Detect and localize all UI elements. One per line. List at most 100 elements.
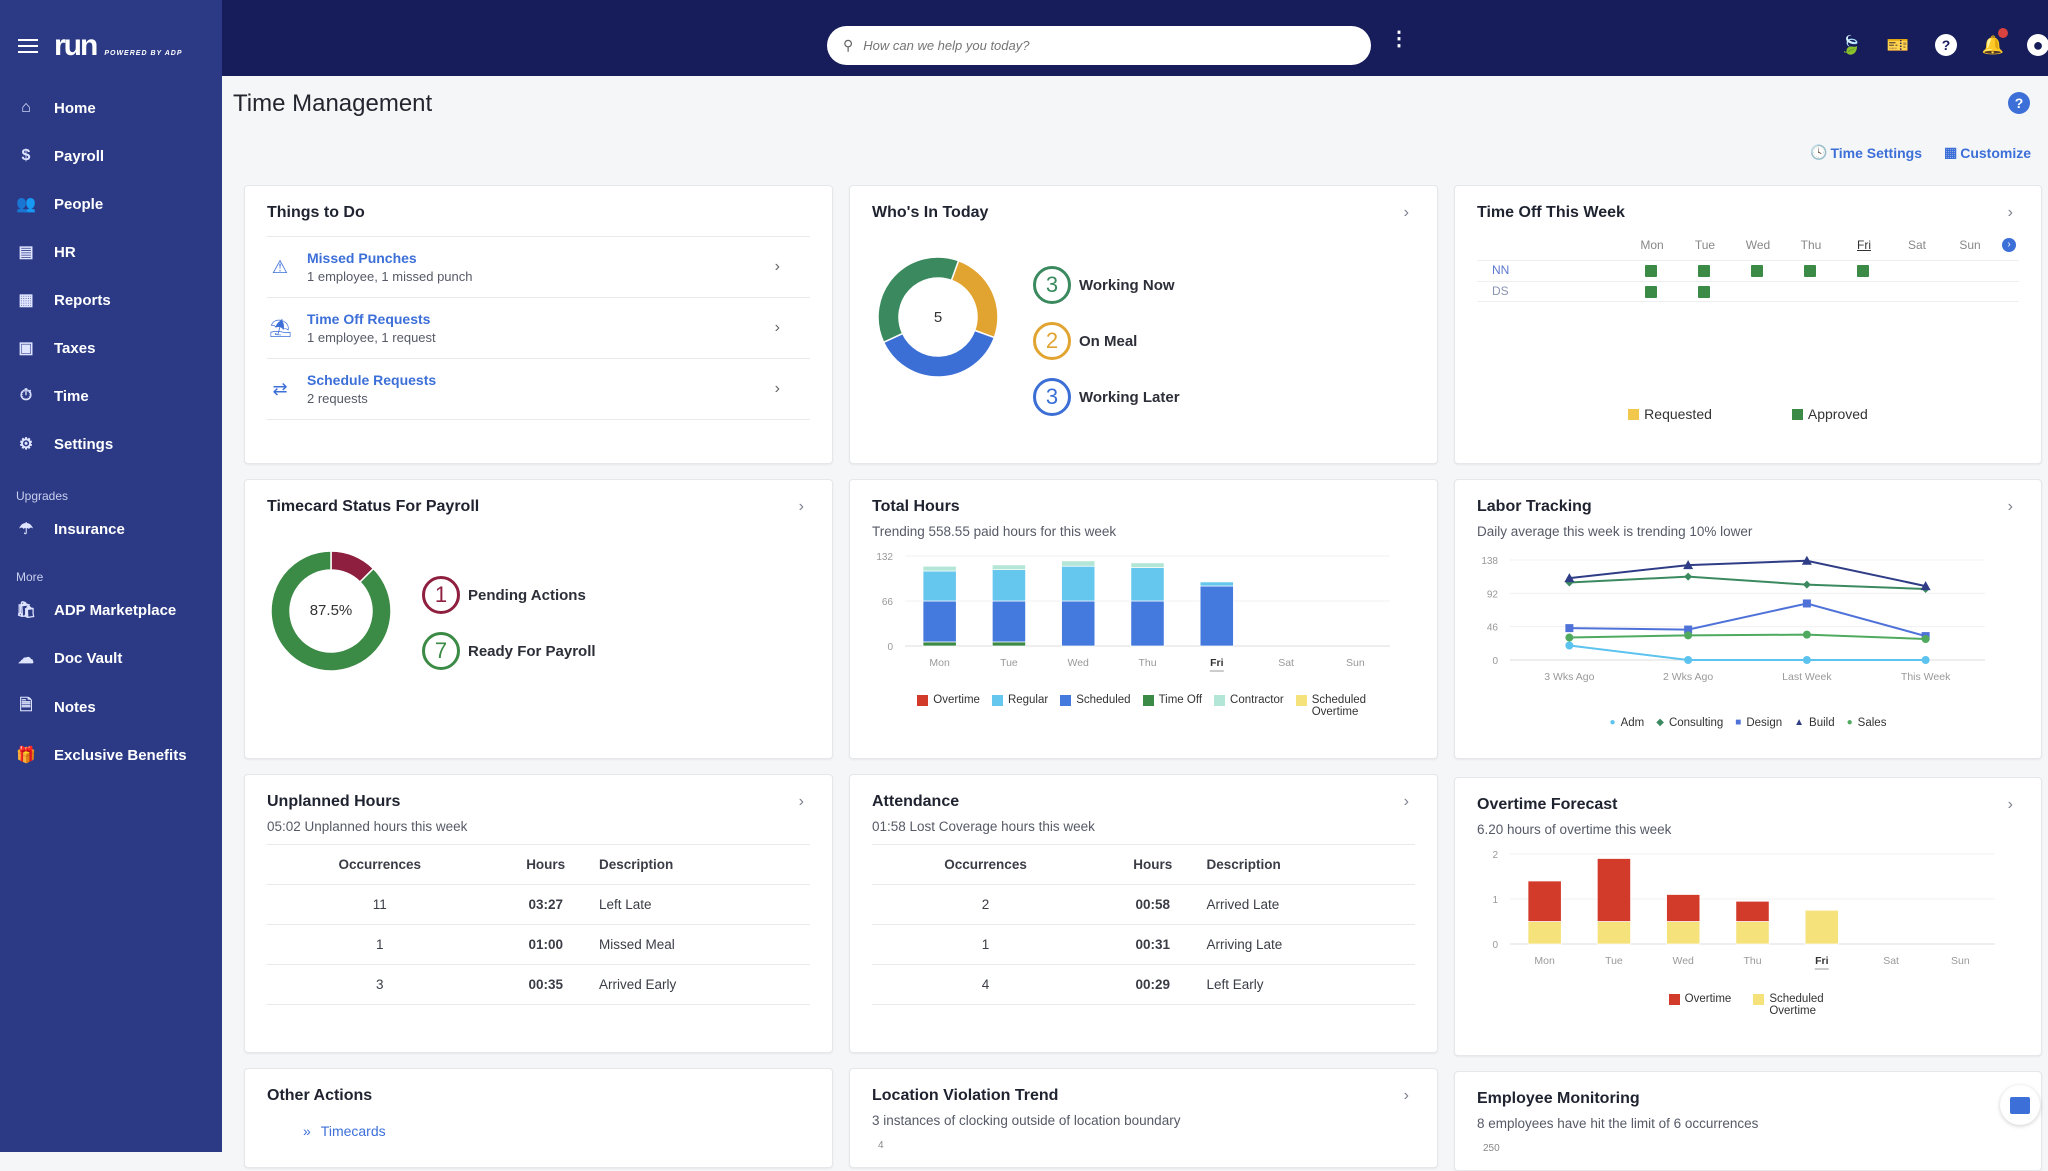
working-later-segment [882, 329, 996, 378]
card-title: Total Hours [872, 498, 960, 515]
legend-item: ◆ Consulting [1656, 717, 1723, 729]
settings-icon: ⚙ [18, 436, 34, 453]
whos-in-stat: 3 Working Now [1033, 266, 1175, 304]
chat-button[interactable] [2000, 1085, 2040, 1125]
legend-marker-square: ■ [1735, 717, 1742, 728]
bar-contractor [991, 564, 1026, 570]
hours-cell: 00:58 [1099, 884, 1207, 925]
page-help-icon[interactable]: ? [2008, 92, 2030, 114]
run-logo[interactable]: run POWERED BY ADP [54, 29, 183, 63]
chevron-right-icon[interactable]: › [2007, 796, 2013, 813]
chevron-right-icon: › [774, 258, 780, 275]
sidebar-item-doc-vault[interactable]: ☁ Doc Vault [0, 638, 222, 678]
sidebar-item-home[interactable]: ⌂ Home [0, 88, 222, 128]
chevron-right-icon[interactable]: › [1403, 204, 1409, 221]
sidebar-item-taxes[interactable]: ▣ Taxes [0, 328, 222, 368]
swap-icon: ⇄ [272, 378, 288, 399]
day-header: Tue [1694, 238, 1716, 252]
sidebar-item-reports[interactable]: ▦ Reports [0, 280, 222, 320]
sidebar-item-label: Doc Vault [54, 649, 123, 667]
home-icon: ⌂ [21, 99, 31, 116]
approved-marker [1804, 265, 1816, 277]
reports-icon: ▦ [18, 292, 34, 309]
bar-overtime [1735, 900, 1770, 922]
legend-marker-circle: ● [1609, 717, 1616, 728]
help-icon[interactable]: ? [1935, 34, 1957, 56]
x-tick-label: Last Week [1782, 671, 1832, 683]
search-bar[interactable]: ⚲ [827, 26, 1371, 65]
y-tick-label: 0 [1492, 656, 1498, 667]
menu-icon[interactable] [18, 39, 38, 53]
description-cell: Missed Meal [598, 924, 810, 965]
more-options-icon[interactable]: ⋮ [1389, 28, 1409, 50]
sidebar-item-notes[interactable]: 🗎 Notes [0, 687, 222, 727]
legend-marker-diamond: ◆ [1656, 717, 1664, 728]
sidebar-item-hr[interactable]: ▤ HR [0, 232, 222, 272]
ticket-icon[interactable]: 🎫 [1886, 34, 1910, 55]
customize-link[interactable]: ▦ Customize [1944, 144, 2031, 161]
overtime-forecast-chart: 0 1 2 Mon Tue Wed Thu Fri Sat Sun [1492, 850, 1995, 970]
next-week-icon[interactable]: › [2002, 238, 2016, 252]
chevron-right-icon[interactable]: › [1403, 1087, 1409, 1104]
sidebar-item-people[interactable]: 👥 People [0, 184, 222, 224]
bar-time-off [991, 641, 1026, 647]
chevron-right-icon[interactable]: › [798, 793, 804, 810]
bar-overtime [1596, 858, 1631, 922]
chevron-right-icon[interactable]: › [798, 498, 804, 515]
card-title: Other Actions [267, 1087, 373, 1104]
occurrences-cell: 4 [872, 964, 1100, 1005]
table-header-row: Occurrences Hours Description [872, 844, 1415, 885]
card-title: Who's In Today [872, 204, 989, 221]
sidebar-item-label: HR [54, 243, 76, 261]
x-tick-label: 3 Wks Ago [1544, 671, 1594, 683]
time-settings-link[interactable]: 🕓 Time Settings [1810, 144, 1922, 161]
legend-swatch [1668, 994, 1680, 1005]
sidebar-item-insurance[interactable]: ☂ Insurance [0, 509, 222, 549]
chat-icon [2010, 1096, 2030, 1114]
timecard-stat: 7 Ready For Payroll [422, 632, 596, 670]
legend-marker-circle: ● [1846, 717, 1853, 728]
chevron-right-icon[interactable]: › [2007, 204, 2013, 221]
sidebar-item-payroll[interactable]: $ Payroll [0, 136, 222, 176]
bell-icon[interactable]: 🔔 [1982, 28, 2008, 56]
point-consulting [1684, 572, 1693, 581]
todo-item[interactable]: ⚠ Missed Punches 1 employee, 1 missed punc… [267, 237, 810, 298]
sidebar: run POWERED BY ADP ⌂ Home $ Payroll 👥 People ▤ H… [0, 0, 222, 1152]
bar-scheduled [1199, 585, 1234, 647]
todo-item[interactable]: ⛱ Time Off Requests 1 employee, 1 request › [267, 298, 810, 359]
location-violation-card: Location Violation Trend › 3 instances o… [849, 1068, 1438, 1168]
employee-initials: NN [1492, 263, 1510, 277]
description-cell: Arrived Early [598, 964, 810, 1005]
x-tick-label: Sat [1278, 657, 1294, 669]
chevron-right-icon[interactable]: › [2007, 498, 2013, 515]
sidebar-item-adp-marketplace[interactable]: 🛍 ADP Marketplace [0, 590, 222, 630]
y-tick-label: 132 [876, 552, 893, 563]
table-row: 4 00:29 Left Early [872, 964, 1415, 1005]
todo-item[interactable]: ⇄ Schedule Requests 2 requests › [267, 359, 810, 420]
leaf-icon[interactable]: 🍃 [1839, 34, 1863, 55]
working-now-segment [877, 256, 960, 344]
sidebar-item-settings[interactable]: ⚙ Settings [0, 424, 222, 464]
point-build [1564, 573, 1575, 583]
search-input[interactable] [863, 38, 1344, 53]
user-avatar-icon[interactable]: ● [2027, 34, 2048, 56]
y-tick-label: 138 [1481, 556, 1498, 567]
bar-scheduled [1061, 600, 1096, 647]
chevron-right-icon[interactable]: › [1403, 793, 1409, 810]
time-off-card: Time Off This Week › Mon Tue Wed Thu Fri Sat S… [1454, 185, 2042, 464]
sidebar-item-time[interactable]: ⏱ Time [0, 376, 222, 416]
point-sales [1921, 634, 1930, 643]
on-meal-segment [950, 259, 999, 339]
bar-scheduled [991, 600, 1026, 643]
sidebar-item-exclusive-benefits[interactable]: 🎁 Exclusive Benefits [0, 735, 222, 775]
total-hours-card: Total Hours Trending 558.55 paid hours f… [849, 479, 1438, 759]
legend-swatch [991, 695, 1003, 706]
legend-label: Approved [1807, 406, 1868, 422]
day-header: Sun [1959, 238, 1981, 252]
powered-by: POWERED BY ADP [104, 50, 183, 57]
whos-in-stat: 3 Working Later [1033, 378, 1180, 416]
timecards-link[interactable]: » Timecards [303, 1123, 810, 1139]
time-off-row [1477, 281, 2019, 302]
time-settings-label: Time Settings [1830, 144, 1922, 161]
todo-text: Time Off Requests 1 employee, 1 request [307, 311, 436, 345]
